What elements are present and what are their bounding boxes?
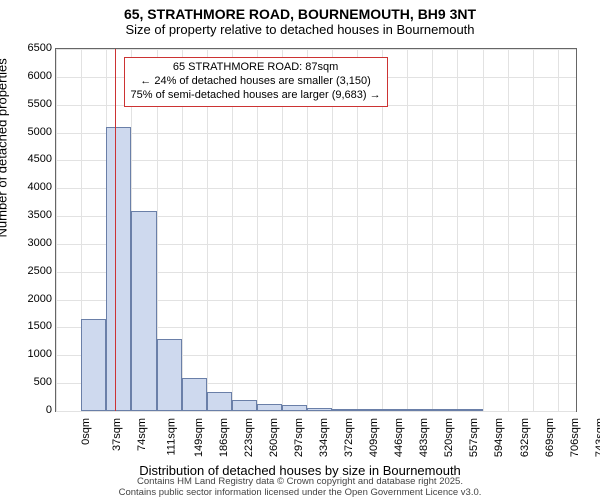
grid-v [483, 49, 484, 411]
y-tick-label: 5500 [12, 98, 52, 110]
chart-footer: Contains HM Land Registry data © Crown c… [0, 477, 600, 498]
y-tick-label: 6500 [12, 42, 52, 54]
grid-v [457, 49, 458, 411]
y-tick-label: 3000 [12, 237, 52, 249]
chart-subtitle: Size of property relative to detached ho… [0, 22, 600, 41]
y-tick-label: 4500 [12, 153, 52, 165]
x-tick-label: 632sqm [519, 418, 531, 457]
y-tick-label: 6000 [12, 70, 52, 82]
y-tick-label: 0 [12, 404, 52, 416]
x-tick-label: 223sqm [243, 418, 255, 457]
grid-h [56, 133, 576, 134]
y-tick-label: 1500 [12, 320, 52, 332]
histogram-bar [407, 409, 432, 411]
x-tick-label: 372sqm [343, 418, 355, 457]
footer-line-2: Contains public sector information licen… [0, 488, 600, 498]
histogram-bar [382, 409, 407, 411]
histogram-bar [182, 378, 207, 411]
histogram-bar [357, 409, 382, 411]
x-tick-label: 557sqm [468, 418, 480, 457]
x-tick-label: 334sqm [318, 418, 330, 457]
annotation-line-3: 75% of semi-detached houses are larger (… [131, 89, 381, 103]
y-tick-label: 2500 [12, 265, 52, 277]
x-tick-label: 520sqm [443, 418, 455, 457]
histogram-bar [257, 404, 282, 411]
histogram-bar [207, 392, 232, 411]
x-tick-label: 706sqm [569, 418, 581, 457]
histogram-bar [307, 408, 332, 411]
x-tick-label: 186sqm [218, 418, 230, 457]
histogram-bar [232, 400, 257, 411]
x-tick-label: 743sqm [594, 418, 600, 457]
histogram-bar [282, 405, 308, 411]
grid-v [432, 49, 433, 411]
y-tick-label: 2000 [12, 293, 52, 305]
footer-line-1: Contains HM Land Registry data © Crown c… [0, 477, 600, 487]
x-tick-label: 446sqm [393, 418, 405, 457]
x-tick-label: 594sqm [493, 418, 505, 457]
grid-h [56, 160, 576, 161]
x-tick-label: 0sqm [80, 418, 92, 445]
x-tick-label: 111sqm [165, 418, 177, 456]
grid-h [56, 188, 576, 189]
x-tick-label: 149sqm [193, 418, 205, 457]
x-tick-label: 409sqm [368, 418, 380, 457]
histogram-bar [131, 211, 157, 411]
histogram-bar [457, 409, 483, 411]
annotation-line-2: ← 24% of detached houses are smaller (3,… [131, 75, 381, 89]
x-tick-label: 74sqm [136, 418, 148, 451]
y-tick-label: 5000 [12, 126, 52, 138]
grid-v [533, 49, 534, 411]
histogram-bar [106, 127, 131, 411]
histogram-bar [157, 339, 182, 411]
grid-v [56, 49, 57, 411]
histogram-bar [432, 409, 457, 411]
grid-h [56, 411, 576, 412]
x-tick-label: 260sqm [268, 418, 280, 457]
grid-h [56, 49, 576, 50]
x-tick-label: 37sqm [111, 418, 123, 451]
plot-area: 65 STRATHMORE ROAD: 87sqm← 24% of detach… [55, 48, 577, 412]
y-axis-title: Number of detached properties [0, 58, 10, 237]
grid-v [558, 49, 559, 411]
x-tick-label: 669sqm [544, 418, 556, 457]
y-tick-label: 1000 [12, 348, 52, 360]
annotation-box: 65 STRATHMORE ROAD: 87sqm← 24% of detach… [124, 57, 388, 106]
marker-line [115, 49, 116, 411]
chart-container: 65, STRATHMORE ROAD, BOURNEMOUTH, BH9 3N… [0, 0, 600, 500]
annotation-line-1: 65 STRATHMORE ROAD: 87sqm [131, 61, 381, 75]
grid-v [508, 49, 509, 411]
chart-title: 65, STRATHMORE ROAD, BOURNEMOUTH, BH9 3N… [0, 0, 600, 22]
grid-v [407, 49, 408, 411]
x-tick-label: 297sqm [293, 418, 305, 457]
y-tick-label: 4000 [12, 181, 52, 193]
histogram-bar [332, 409, 357, 411]
histogram-bar [81, 319, 106, 411]
y-tick-label: 3500 [12, 209, 52, 221]
y-tick-label: 500 [12, 376, 52, 388]
x-tick-label: 483sqm [418, 418, 430, 457]
